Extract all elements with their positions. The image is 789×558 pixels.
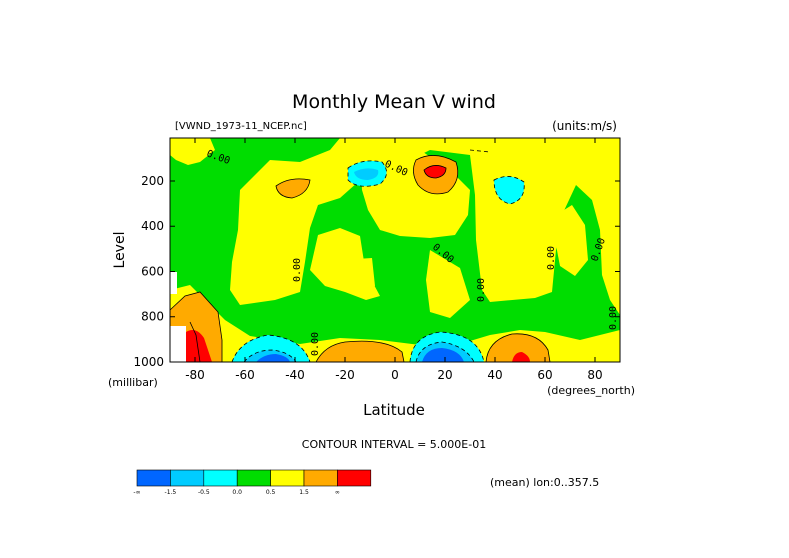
y-tick-label: 600 bbox=[141, 264, 164, 278]
x-tick-label: 40 bbox=[487, 368, 502, 382]
x-tick-label: 20 bbox=[437, 368, 452, 382]
legend-swatch bbox=[236, 469, 271, 487]
legend-swatch bbox=[337, 469, 372, 487]
y-axis-label: Level bbox=[112, 232, 128, 269]
strong-positive-region bbox=[486, 333, 550, 362]
legend-label: ∞ bbox=[335, 489, 340, 496]
x-axis: -80 -60 -40 -20 0 20 40 60 80 bbox=[185, 138, 603, 382]
legend-swatch bbox=[303, 469, 338, 487]
x-axis-label: Latitude bbox=[363, 401, 425, 419]
negative-region bbox=[494, 176, 525, 204]
legend-label: -0.5 bbox=[198, 489, 210, 496]
legend-label: 0.5 bbox=[266, 489, 276, 496]
contour-label: 0.00 bbox=[546, 246, 557, 270]
dataset-label: [VWND_1973-11_NCEP.nc] bbox=[175, 121, 307, 132]
x-tick-label: -40 bbox=[285, 368, 305, 382]
legend-swatch bbox=[170, 469, 205, 487]
max-positive-region bbox=[512, 352, 530, 362]
contour-label: 0.00 bbox=[310, 332, 321, 356]
legend-label: 1.5 bbox=[299, 489, 309, 496]
missing-data-region bbox=[170, 272, 177, 294]
missing-data-region bbox=[170, 326, 186, 362]
contour-label: 0.00 bbox=[476, 278, 487, 302]
x-axis-units: (degrees_north) bbox=[547, 384, 635, 397]
y-axis: 200 400 600 800 1000 bbox=[133, 174, 620, 369]
positive-region bbox=[340, 258, 375, 292]
x-tick-label: -80 bbox=[185, 368, 205, 382]
positive-region bbox=[426, 250, 470, 318]
max-positive-region bbox=[186, 330, 212, 362]
contour-label: 0.00 bbox=[608, 306, 619, 330]
max-positive-region bbox=[424, 165, 446, 178]
legend-label: -∞ bbox=[133, 489, 140, 496]
legend-swatch bbox=[203, 469, 238, 487]
legend-swatch bbox=[270, 469, 305, 487]
legend-label: 0.0 bbox=[232, 489, 242, 496]
legend-label: -1.5 bbox=[165, 489, 177, 496]
plot-area: 0.00 0.00 0.00 0.00 0.00 0.00 0.00 0.00 … bbox=[133, 137, 621, 382]
units-label: (units:m/s) bbox=[552, 119, 617, 133]
min-negative-region bbox=[256, 354, 290, 362]
min-negative-region bbox=[422, 348, 464, 362]
y-tick-label: 400 bbox=[141, 219, 164, 233]
chart-title: Monthly Mean V wind bbox=[292, 91, 496, 113]
strong-positive-region bbox=[316, 341, 404, 362]
y-tick-label: 200 bbox=[141, 174, 164, 188]
x-tick-label: 80 bbox=[587, 368, 602, 382]
y-axis-units: (millibar) bbox=[108, 376, 158, 389]
color-legend: -∞ -1.5 -0.5 0.0 0.5 1.5 ∞ bbox=[133, 469, 372, 496]
contour-interval: CONTOUR INTERVAL = 5.000E-01 bbox=[302, 438, 486, 451]
x-tick-label: 60 bbox=[537, 368, 552, 382]
strong-positive-region bbox=[276, 178, 310, 198]
mean-note: (mean) lon:0..357.5 bbox=[490, 476, 599, 489]
x-tick-label: -60 bbox=[235, 368, 255, 382]
y-tick-label: 1000 bbox=[133, 355, 164, 369]
positive-region bbox=[555, 205, 588, 276]
contour-label: 0.00 bbox=[292, 258, 303, 282]
negative-region bbox=[354, 168, 379, 180]
positive-region bbox=[170, 138, 215, 165]
y-tick-label: 800 bbox=[141, 310, 164, 324]
x-tick-label: 0 bbox=[391, 368, 399, 382]
legend-swatch bbox=[136, 469, 171, 487]
x-tick-label: -20 bbox=[335, 368, 355, 382]
